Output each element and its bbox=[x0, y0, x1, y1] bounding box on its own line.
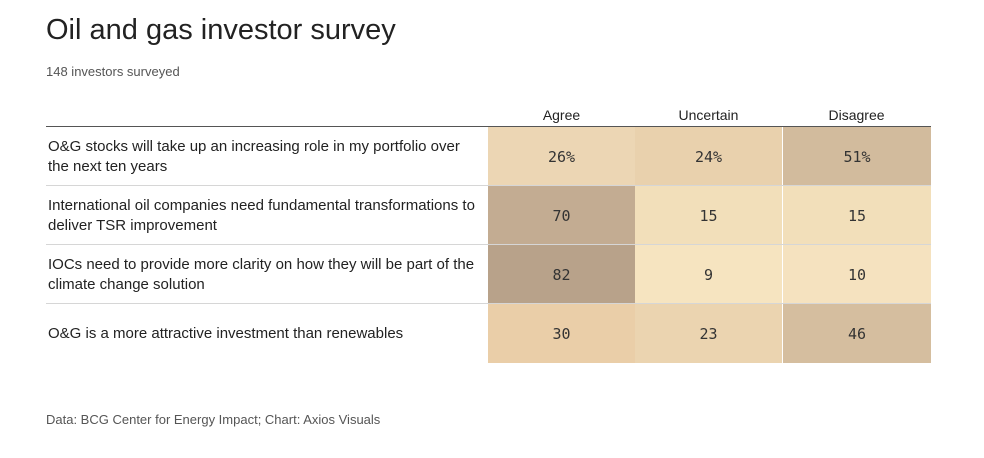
source-note: Data: BCG Center for Energy Impact; Char… bbox=[46, 412, 381, 427]
row-label: IOCs need to provide more clarity on how… bbox=[48, 255, 475, 293]
chart-title: Oil and gas investor survey bbox=[46, 14, 396, 46]
table-row: O&G stocks will take up an increasing ro… bbox=[46, 127, 931, 186]
row-divider bbox=[46, 303, 931, 304]
row-label: O&G stocks will take up an increasing ro… bbox=[48, 137, 460, 175]
column-header-agree: Agree bbox=[542, 107, 581, 123]
cell-agree: 82 bbox=[488, 245, 635, 304]
row-label: International oil companies need fundame… bbox=[48, 196, 475, 234]
cell-disagree: 15 bbox=[783, 186, 931, 245]
cell-uncertain: 23 bbox=[635, 304, 782, 363]
cell-disagree: 10 bbox=[783, 245, 931, 304]
table-top-rule bbox=[46, 126, 931, 127]
cell-uncertain: 9 bbox=[635, 245, 782, 304]
cell-disagree: 46 bbox=[783, 304, 931, 363]
table-row: O&G is a more attractive investment than… bbox=[46, 304, 931, 363]
cell-uncertain: 15 bbox=[635, 186, 782, 245]
row-divider bbox=[46, 185, 931, 186]
row-label: O&G is a more attractive investment than… bbox=[48, 324, 404, 342]
column-header-disagree: Disagree bbox=[828, 107, 885, 123]
table-row: IOCs need to provide more clarity on how… bbox=[46, 245, 931, 304]
cell-agree: 26% bbox=[488, 127, 635, 186]
cell-uncertain: 24% bbox=[635, 127, 782, 186]
row-divider bbox=[46, 244, 931, 245]
cell-agree: 30 bbox=[488, 304, 635, 363]
column-header-uncertain: Uncertain bbox=[678, 107, 739, 123]
cell-disagree: 51% bbox=[783, 127, 931, 186]
cell-agree: 70 bbox=[488, 186, 635, 245]
table-row: International oil companies need fundame… bbox=[46, 186, 931, 245]
chart-subtitle: 148 investors surveyed bbox=[46, 64, 180, 79]
